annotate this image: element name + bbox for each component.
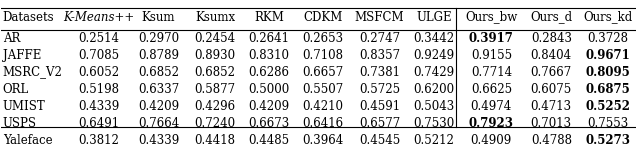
Text: 0.4418: 0.4418 (195, 134, 236, 147)
Text: 0.6052: 0.6052 (78, 66, 119, 79)
Text: 0.5043: 0.5043 (413, 100, 454, 113)
Text: 0.5000: 0.5000 (248, 83, 290, 96)
Text: MSFCM: MSFCM (355, 11, 404, 24)
Text: 0.8310: 0.8310 (248, 49, 290, 62)
Text: 0.7667: 0.7667 (531, 66, 572, 79)
Text: AR: AR (3, 32, 20, 45)
Text: 0.2514: 0.2514 (78, 32, 119, 45)
Text: 0.2970: 0.2970 (138, 32, 179, 45)
Text: 0.4909: 0.4909 (471, 134, 512, 147)
Text: 0.7530: 0.7530 (413, 117, 454, 130)
Text: 0.8095: 0.8095 (586, 66, 630, 79)
Text: Datasets: Datasets (3, 11, 54, 24)
Text: Ours_bw: Ours_bw (465, 11, 518, 24)
Text: 0.7553: 0.7553 (587, 117, 628, 130)
Text: UMIST: UMIST (3, 100, 45, 113)
Text: 0.3728: 0.3728 (588, 32, 628, 45)
Text: 0.9155: 0.9155 (471, 49, 512, 62)
Text: 0.2843: 0.2843 (531, 32, 572, 45)
Text: 0.5212: 0.5212 (413, 134, 454, 147)
Text: 0.4209: 0.4209 (138, 100, 179, 113)
Text: 0.6577: 0.6577 (359, 117, 401, 130)
Text: 0.7013: 0.7013 (531, 117, 572, 130)
Text: 0.7923: 0.7923 (469, 117, 514, 130)
Text: 0.6491: 0.6491 (78, 117, 119, 130)
Text: K-Means++: K-Means++ (63, 11, 134, 24)
Text: 0.4545: 0.4545 (359, 134, 401, 147)
Text: 0.4209: 0.4209 (248, 100, 290, 113)
Text: USPS: USPS (3, 117, 36, 130)
Text: 0.2641: 0.2641 (248, 32, 290, 45)
Text: 0.7664: 0.7664 (138, 117, 179, 130)
Text: 0.9249: 0.9249 (413, 49, 454, 62)
Text: 0.4485: 0.4485 (248, 134, 290, 147)
Text: 0.7240: 0.7240 (195, 117, 236, 130)
Text: Yaleface: Yaleface (3, 134, 52, 147)
Text: 0.7714: 0.7714 (471, 66, 512, 79)
Text: 0.6416: 0.6416 (303, 117, 344, 130)
Text: ORL: ORL (3, 83, 29, 96)
Text: 0.7381: 0.7381 (359, 66, 400, 79)
Text: Ksum: Ksum (141, 11, 175, 24)
Text: 0.6625: 0.6625 (471, 83, 512, 96)
Text: 0.5877: 0.5877 (195, 83, 236, 96)
Text: 0.6200: 0.6200 (413, 83, 454, 96)
Text: 0.7429: 0.7429 (413, 66, 454, 79)
Text: 0.4210: 0.4210 (303, 100, 344, 113)
Text: MSRC_V2: MSRC_V2 (3, 66, 63, 79)
Text: 0.6286: 0.6286 (248, 66, 290, 79)
Text: 0.5198: 0.5198 (78, 83, 119, 96)
Text: 0.6673: 0.6673 (248, 117, 290, 130)
Text: ULGE: ULGE (416, 11, 452, 24)
Text: 0.8789: 0.8789 (138, 49, 179, 62)
Text: 0.4713: 0.4713 (531, 100, 572, 113)
Text: 0.6337: 0.6337 (138, 83, 179, 96)
Text: 0.6075: 0.6075 (531, 83, 572, 96)
Text: 0.2454: 0.2454 (195, 32, 236, 45)
Text: 0.5273: 0.5273 (586, 134, 630, 147)
Text: 0.3812: 0.3812 (78, 134, 119, 147)
Text: 0.7108: 0.7108 (303, 49, 344, 62)
Text: 0.8357: 0.8357 (359, 49, 400, 62)
Text: 0.4974: 0.4974 (471, 100, 512, 113)
Text: 0.5252: 0.5252 (586, 100, 630, 113)
Text: 0.3964: 0.3964 (303, 134, 344, 147)
Text: 0.8930: 0.8930 (195, 49, 236, 62)
Text: 0.4296: 0.4296 (195, 100, 236, 113)
Text: 0.7085: 0.7085 (78, 49, 119, 62)
Text: 0.5725: 0.5725 (359, 83, 400, 96)
Text: Ours_kd: Ours_kd (583, 11, 632, 24)
Text: 0.4591: 0.4591 (359, 100, 400, 113)
Text: 0.5507: 0.5507 (303, 83, 344, 96)
Text: 0.2653: 0.2653 (303, 32, 344, 45)
Text: 0.6875: 0.6875 (586, 83, 630, 96)
Text: 0.6852: 0.6852 (138, 66, 179, 79)
Text: RKM: RKM (254, 11, 284, 24)
Text: 0.4788: 0.4788 (531, 134, 572, 147)
Text: 0.3917: 0.3917 (469, 32, 514, 45)
Text: 0.3442: 0.3442 (413, 32, 454, 45)
Text: 0.8404: 0.8404 (531, 49, 572, 62)
Text: 0.2747: 0.2747 (359, 32, 400, 45)
Text: 0.6657: 0.6657 (303, 66, 344, 79)
Text: 0.9671: 0.9671 (586, 49, 630, 62)
Text: CDKM: CDKM (303, 11, 343, 24)
Text: 0.4339: 0.4339 (138, 134, 179, 147)
Text: 0.4339: 0.4339 (78, 100, 119, 113)
Text: JAFFE: JAFFE (3, 49, 41, 62)
Text: Ksumx: Ksumx (195, 11, 235, 24)
Text: Ours_d: Ours_d (531, 11, 572, 24)
Text: 0.6852: 0.6852 (195, 66, 236, 79)
